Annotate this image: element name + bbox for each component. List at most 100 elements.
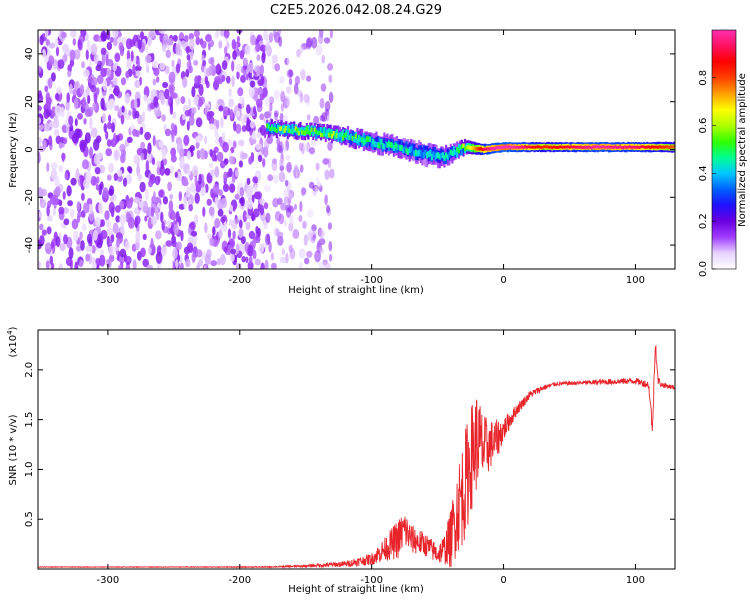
noise-blob xyxy=(38,137,43,145)
noise-blob xyxy=(218,40,223,49)
noise-blob xyxy=(267,174,274,182)
noise-blob xyxy=(182,179,189,187)
snr-multiplier-close: ) xyxy=(8,326,19,330)
noise-blob xyxy=(183,197,187,209)
signal-cell xyxy=(554,145,557,149)
signal-cell xyxy=(332,131,335,136)
noise-blob xyxy=(134,79,141,89)
noise-blob xyxy=(186,54,191,61)
signal-cell xyxy=(312,132,315,137)
noise-blob xyxy=(222,141,229,153)
signal-cell xyxy=(508,145,511,149)
noise-blob xyxy=(253,184,258,194)
noise-blob xyxy=(241,125,247,133)
signal-cell xyxy=(509,145,513,149)
noise-blob xyxy=(74,118,78,127)
noise-blob xyxy=(255,43,261,53)
snr-y-tick-label: 1.0 xyxy=(24,461,35,477)
noise-blob xyxy=(318,261,323,269)
noise-blob xyxy=(87,95,91,104)
noise-blob xyxy=(175,241,182,251)
noise-blob xyxy=(240,113,247,125)
noise-blob xyxy=(144,188,149,201)
noise-blob xyxy=(106,30,111,41)
signal-cell xyxy=(297,130,300,136)
noise-blob xyxy=(84,108,92,117)
signal-cell xyxy=(369,136,372,143)
signal-cell xyxy=(603,145,606,149)
noise-blob xyxy=(49,255,54,265)
noise-blob xyxy=(192,165,199,177)
noise-blob xyxy=(86,233,93,244)
noise-blob xyxy=(175,43,181,56)
noise-blob xyxy=(161,114,166,122)
noise-blob xyxy=(55,236,61,248)
signal-cell xyxy=(486,147,489,151)
noise-blob xyxy=(228,88,232,98)
noise-blob xyxy=(153,96,159,107)
noise-blob xyxy=(152,191,156,203)
noise-blob xyxy=(69,49,76,61)
signal-cell xyxy=(270,125,274,130)
signal-cell xyxy=(663,145,666,149)
noise-blob xyxy=(226,75,231,84)
signal-cell xyxy=(492,147,495,151)
noise-blob xyxy=(329,30,333,39)
noise-blob xyxy=(160,160,164,170)
noise-blob xyxy=(182,113,186,121)
signal-cell xyxy=(274,127,277,132)
noise-blob xyxy=(42,139,47,151)
noise-blob xyxy=(185,258,191,268)
signal-cell xyxy=(446,154,449,160)
noise-blob xyxy=(102,187,109,199)
noise-blob xyxy=(93,153,101,165)
noise-blob xyxy=(321,54,326,64)
noise-blob xyxy=(148,216,152,226)
noise-blob xyxy=(67,64,72,73)
noise-blob xyxy=(239,96,243,105)
noise-blob xyxy=(94,167,101,175)
noise-blob xyxy=(268,32,274,43)
noise-blob xyxy=(178,191,182,202)
noise-blob xyxy=(171,130,175,143)
noise-blob xyxy=(105,131,109,140)
signal-cell xyxy=(495,146,498,150)
noise-blob xyxy=(112,30,119,39)
noise-blob xyxy=(106,67,112,78)
signal-cell xyxy=(426,151,429,159)
spectrogram-x-label: Height of straight line (km) xyxy=(288,285,424,296)
signal-cell xyxy=(658,145,661,149)
signal-cell xyxy=(615,146,619,149)
noise-blob xyxy=(83,202,90,214)
signal-cell xyxy=(381,143,384,149)
noise-blob xyxy=(137,39,142,50)
signal-cell xyxy=(367,136,370,142)
signal-cell xyxy=(307,125,310,134)
signal-cell xyxy=(570,145,573,149)
noise-blob xyxy=(108,189,114,196)
noise-blob xyxy=(155,139,160,148)
noise-blob xyxy=(59,243,66,252)
noise-blob xyxy=(95,183,100,191)
noise-blob xyxy=(220,197,228,209)
noise-blob xyxy=(46,162,50,172)
noise-blob xyxy=(248,230,256,240)
noise-blob xyxy=(58,141,63,149)
snr-frame xyxy=(37,329,676,570)
noise-blob xyxy=(262,158,266,168)
noise-blob xyxy=(84,132,91,144)
noise-blob xyxy=(112,87,119,95)
noise-blob xyxy=(227,107,231,116)
signal-cell xyxy=(525,145,528,149)
noise-blob xyxy=(245,256,249,263)
noise-blob xyxy=(273,110,279,118)
noise-blob xyxy=(96,176,100,184)
noise-blob xyxy=(64,172,69,180)
noise-blob xyxy=(246,177,251,185)
signal-cell xyxy=(489,147,492,151)
figure-title: C2E5.2026.042.08.24.G29 xyxy=(270,3,442,18)
noise-blob xyxy=(189,183,197,193)
noise-blob xyxy=(44,85,49,93)
signal-cell xyxy=(628,145,631,149)
noise-blob xyxy=(194,192,200,204)
